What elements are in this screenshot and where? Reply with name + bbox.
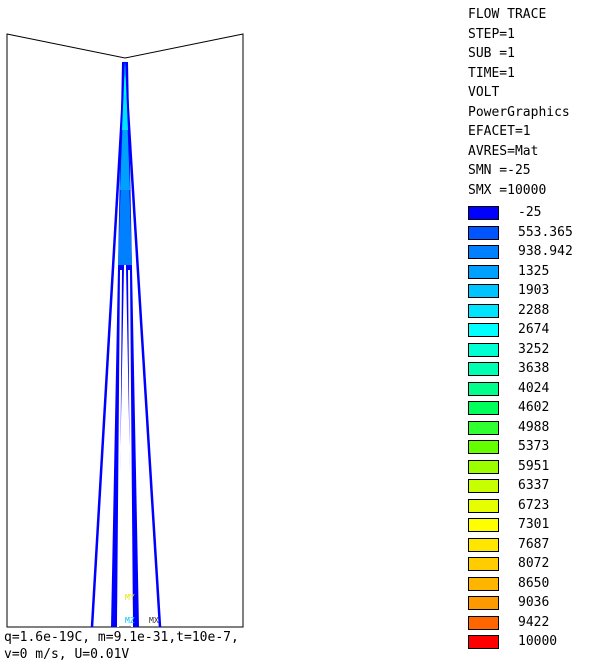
caption-line-2: v=0 m/s, U=0.01V [4, 646, 130, 662]
legend-value: 5373 [518, 439, 550, 454]
legend-avres: AVRES=Mat [468, 143, 539, 159]
legend-graphics-mode: PowerGraphics [468, 104, 570, 120]
legend-result-label: VOLT [468, 85, 500, 100]
flow-trace-outer-right [123, 61, 162, 628]
legend-swatch [468, 576, 499, 591]
legend-value: 2674 [518, 322, 550, 337]
legend-swatch [468, 596, 499, 610]
legend-step: STEP=1 [468, 26, 515, 42]
legend-value: 2288 [518, 302, 550, 318]
legend-swatch [468, 284, 499, 298]
legend-value: 4602 [518, 400, 550, 415]
trace-gap-left [117, 269, 122, 628]
legend-swatch [468, 615, 499, 630]
legend-value: 8650 [518, 575, 550, 591]
legend-swatch [468, 381, 499, 396]
legend-swatch [468, 342, 499, 357]
legend-smn: SMN =-25 [468, 163, 531, 178]
legend-value: 9036 [518, 595, 550, 610]
trace-tip-band-3 [122, 62, 128, 130]
legend-title: FLOW TRACE [468, 7, 547, 22]
legend-header: FLOW TRACE STEP=1 SUB =1 TIME=1 VOLT Pow… [468, 5, 570, 200]
legend-swatch [468, 498, 499, 513]
legend-value: 8072 [518, 556, 550, 571]
legend-smx: SMX =10000 [468, 182, 547, 198]
flow-trace-outer-left [90, 61, 127, 628]
legend-value: 6723 [518, 497, 550, 513]
legend-swatch [468, 459, 499, 474]
legend-swatch [468, 323, 499, 337]
legend-value: 1903 [518, 283, 550, 298]
legend-value: 3252 [518, 341, 550, 357]
legend-swatch [468, 557, 499, 571]
trace-tip-gradient [118, 62, 132, 265]
legend-value: 553.365 [518, 224, 573, 240]
legend-value: 7687 [518, 536, 550, 552]
legend-value: 4024 [518, 380, 550, 396]
triad-x-label: MX [149, 616, 159, 625]
legend-swatch [468, 206, 499, 220]
legend-value: 10000 [518, 634, 558, 649]
legend-time: TIME=1 [468, 65, 515, 81]
legend-swatch [468, 401, 499, 415]
legend-swatch [468, 264, 499, 279]
trace-tip-band-4 [124, 64, 126, 95]
plot-caption: q=1.6e-19C, m=9.1e-31,t=10e-7, v=0 m/s, … [4, 630, 239, 663]
legend-swatch [468, 635, 499, 649]
legend-value: 5951 [518, 458, 550, 474]
caption-line-1: q=1.6e-19C, m=9.1e-31,t=10e-7, [4, 630, 239, 645]
triad-z-label: MZ [125, 616, 135, 625]
legend-value: 9422 [518, 614, 550, 630]
legend-swatch [468, 303, 499, 318]
legend-swatch [468, 518, 499, 532]
legend-swatch [468, 362, 499, 376]
legend-value: 1325 [518, 263, 550, 279]
legend-value: 6337 [518, 478, 550, 493]
legend-swatch [468, 225, 499, 240]
legend-value: 3638 [518, 361, 550, 376]
legend-swatch [468, 420, 499, 435]
legend-swatch [468, 537, 499, 552]
flow-trace-plot: MY MZ MX [6, 33, 244, 628]
legend-efacet: EFACET=1 [468, 124, 531, 139]
outer-traces [90, 61, 162, 628]
legend-value: 938.942 [518, 244, 573, 259]
coordinate-triad: MY MZ MX [125, 593, 159, 625]
legend-swatch [468, 245, 499, 259]
legend-sub: SUB =1 [468, 46, 515, 61]
triad-y-label: MY [125, 593, 135, 602]
legend-value: 4988 [518, 419, 550, 435]
legend-swatch [468, 440, 499, 454]
legend-value: -25 [518, 205, 542, 220]
model-outline [6, 33, 244, 628]
legend-value: 7301 [518, 517, 550, 532]
legend-swatch [468, 479, 499, 493]
trace-gap-right [128, 269, 133, 628]
